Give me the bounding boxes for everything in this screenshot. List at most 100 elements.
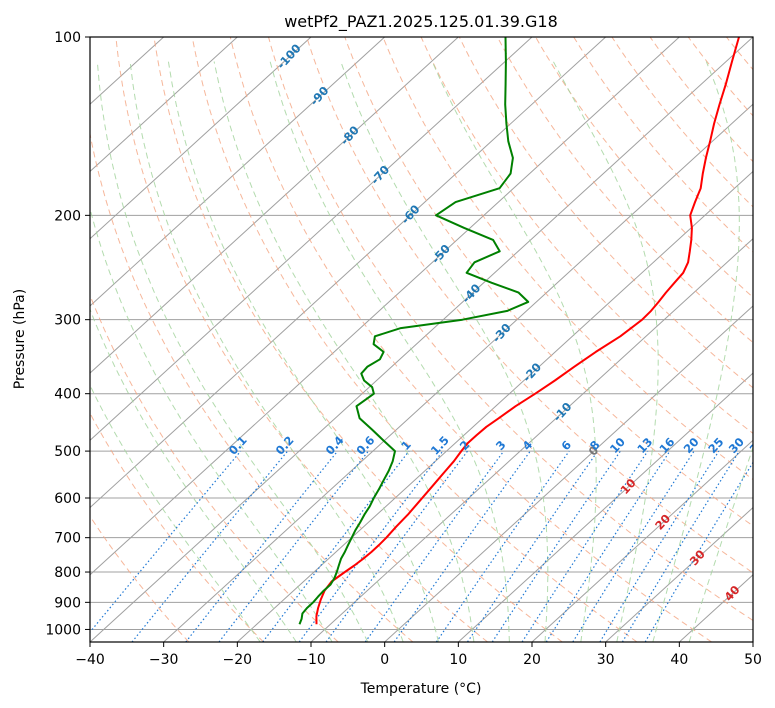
mixing-ratio-line — [185, 450, 339, 642]
mixing-ratio-line — [298, 450, 444, 642]
dry-adiabat-line — [458, 37, 753, 389]
y-tick-label: 900 — [54, 595, 81, 611]
mixing-ratio-label: 0.2 — [273, 433, 297, 457]
mixing-ratio-label: 16 — [656, 435, 677, 456]
moist-adiabat-line — [213, 61, 475, 642]
isotherm-line — [605, 506, 753, 642]
dry-adiabat-line — [153, 37, 563, 642]
mixing-ratio-label: 25 — [705, 435, 726, 456]
profiles — [298, 37, 740, 625]
isotherm-line — [384, 305, 753, 642]
isotherm-label: -100 — [274, 41, 304, 72]
moist-adiabat-line — [90, 206, 333, 642]
isotherm-line — [90, 37, 459, 374]
x-axis-label: Temperature (°C) — [360, 681, 482, 697]
moist-adiabat-line — [269, 61, 510, 642]
x-tick-label: 20 — [523, 652, 541, 668]
mixing-ratio-label: 0.1 — [226, 433, 250, 457]
isotherm-line — [531, 439, 753, 642]
x-tick-label: −30 — [149, 652, 179, 668]
y-tick-label: 300 — [54, 313, 81, 329]
dry-adiabat-line — [115, 37, 488, 642]
y-tick-label: 800 — [54, 565, 81, 581]
plot-frame — [89, 36, 754, 643]
y-axis-ticks: 100 200 300 400 500 600 700 800 900 1000 — [45, 30, 90, 638]
y-tick-label: 600 — [54, 491, 81, 507]
moist-adiabat-line — [90, 307, 297, 642]
moist-adiabat-line — [90, 384, 261, 642]
moist-adiabat-line — [688, 445, 753, 642]
y-tick-label: 100 — [54, 30, 81, 46]
isotherm-line — [90, 37, 238, 173]
line-labels: -100-90-80-70-60-50-40-30-20-10010203040… — [226, 41, 768, 604]
dry-adiabat-line — [573, 37, 753, 253]
dry-adiabat-line — [765, 37, 775, 642]
x-tick-label: −20 — [223, 652, 253, 668]
mixing-ratio-label: 30 — [726, 435, 747, 456]
mixing-ratio-label: 0.6 — [353, 433, 377, 457]
x-tick-label: 40 — [670, 652, 688, 668]
dry-adiabat-line — [726, 37, 753, 71]
mixing-ratio-line — [90, 450, 242, 633]
mixing-ratio-line — [364, 450, 505, 642]
dry-adiabat-line — [535, 37, 753, 298]
x-tick-label: −40 — [75, 652, 105, 668]
mixing-ratio-line — [218, 450, 369, 642]
mixing-ratio-label: 36 — [747, 435, 768, 456]
dry-adiabat-line — [90, 293, 339, 642]
y-tick-label: 1000 — [45, 622, 81, 638]
moist-adiabat-line — [167, 61, 439, 642]
dry-adiabat-line — [268, 37, 753, 622]
mixing-ratio-line — [491, 450, 621, 642]
isotherm-line — [90, 37, 386, 307]
x-axis-ticks: −40 −30 −20 −10 0 10 20 30 40 50 — [75, 642, 762, 668]
mixing-ratio-line — [572, 450, 695, 642]
mixing-ratio-line — [521, 450, 649, 642]
isotherm-line — [90, 37, 312, 240]
moist-adiabat-line — [552, 61, 659, 642]
background-lines — [90, 37, 775, 642]
isotherm-line — [457, 372, 753, 642]
y-tick-label: 400 — [54, 387, 81, 403]
mixing-ratio-line — [599, 450, 720, 642]
mixing-ratio-label: 0.4 — [323, 433, 347, 457]
isotherm-line — [90, 37, 607, 509]
isotherm-line — [236, 170, 753, 642]
dry-adiabat-line — [191, 37, 638, 642]
mixing-ratio-line — [262, 450, 410, 642]
mixing-ratio-line — [131, 450, 289, 642]
moist-adiabat-line — [340, 61, 549, 642]
moist-adiabat-line — [652, 61, 740, 642]
moist-adiabat-line — [431, 61, 597, 642]
mixing-ratio-line — [435, 450, 570, 642]
isotherm-line — [90, 37, 533, 442]
x-tick-label: 50 — [744, 652, 762, 668]
mixing-ratio-line — [325, 450, 468, 642]
moist-adiabat-line — [129, 61, 404, 642]
y-tick-label: 200 — [54, 208, 81, 224]
mixing-ratio-line — [545, 450, 671, 642]
y-tick-label: 500 — [54, 444, 81, 460]
dry-adiabat-line — [90, 515, 190, 642]
y-tick-label: 700 — [54, 531, 81, 547]
isotherm-line — [90, 37, 680, 576]
dry-adiabat-line — [90, 131, 414, 642]
dry-adiabat-line — [306, 37, 753, 574]
dry-adiabat-line — [90, 412, 264, 642]
x-tick-label: 0 — [380, 652, 389, 668]
x-tick-label: −10 — [296, 652, 326, 668]
mixing-ratio-line — [393, 450, 531, 642]
dry-adiabat-line — [382, 37, 753, 481]
mixing-ratio-line — [621, 450, 740, 642]
mixing-ratio-line — [466, 450, 599, 642]
mixing-ratio-label: 10 — [607, 435, 628, 456]
dry-adiabat-line — [344, 37, 753, 527]
x-tick-label: 30 — [597, 652, 615, 668]
isotherm-line — [310, 237, 753, 642]
mixing-ratio-label: 1.5 — [428, 433, 452, 457]
x-tick-label: 10 — [449, 652, 467, 668]
dewpoint-line — [298, 37, 530, 625]
temperature-line — [315, 37, 740, 625]
dry-adiabat-line — [496, 37, 753, 344]
